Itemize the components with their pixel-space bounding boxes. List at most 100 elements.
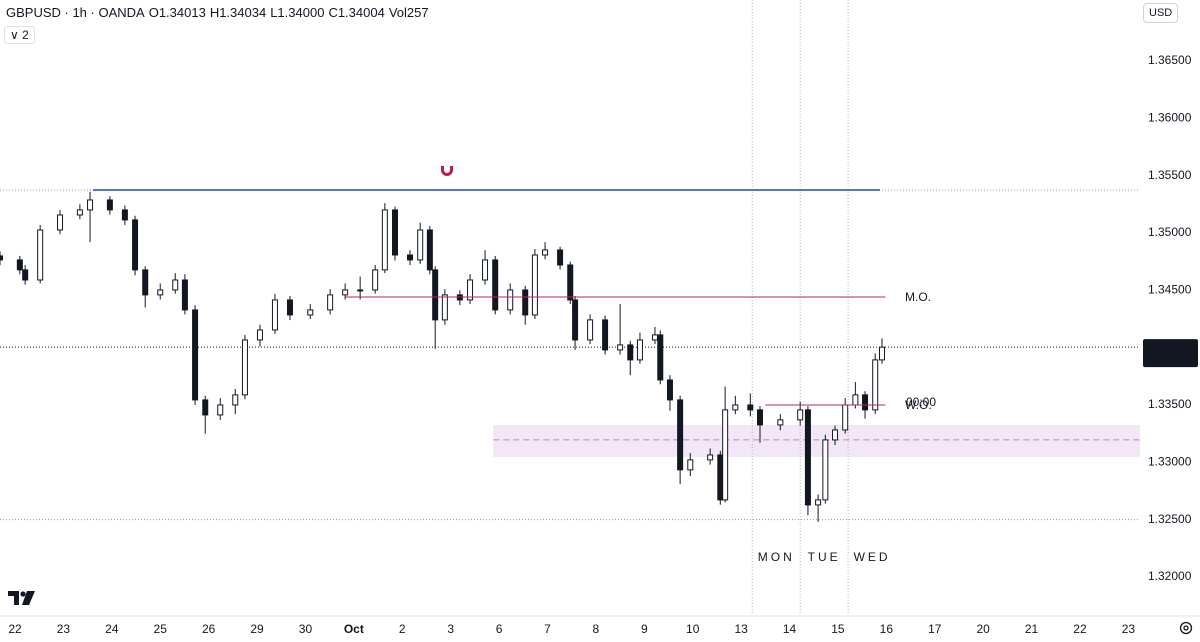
y-tick-label: 1.34500 (1148, 282, 1192, 296)
x-tick-label: 30 (299, 622, 313, 636)
x-tick-label: 9 (641, 622, 648, 636)
x-tick-label: 15 (831, 622, 845, 636)
candle-body (832, 429, 839, 441)
candle-body (286, 299, 293, 316)
candle-body (142, 269, 149, 296)
candle-body (181, 279, 188, 311)
candle-body (271, 299, 278, 331)
candle-body (872, 359, 879, 411)
candle-body (522, 289, 529, 316)
candle-body (717, 454, 724, 501)
candle-body (22, 269, 29, 281)
zone (493, 424, 1140, 457)
candle-body (157, 289, 164, 296)
x-tick-label: 8 (593, 622, 600, 636)
x-tick-label: 10 (686, 622, 700, 636)
candle-body (87, 199, 94, 211)
candle-body (16, 259, 23, 271)
session-label: MON (758, 550, 795, 564)
candle-body (407, 254, 414, 261)
symbol-header: GBPUSD · 1h · OANDA O1.34013 H1.34034 L1.34… (6, 5, 433, 20)
indicator-count: 2 (22, 28, 29, 42)
candle-body (441, 294, 448, 321)
ohlc-value: H1.34034 (209, 5, 267, 20)
candle-body (804, 409, 811, 506)
x-tick-label: 23 (57, 622, 71, 636)
price-badge (1143, 339, 1198, 368)
candle-body (392, 209, 399, 256)
y-tick-label: 1.32500 (1148, 512, 1192, 526)
x-tick-label: 3 (447, 622, 454, 636)
candle-body (587, 319, 594, 341)
level-time-label: 00:00 (906, 395, 936, 409)
price-badge-value: 1.34004 (1150, 339, 1194, 353)
y-tick-label: 1.36000 (1148, 110, 1192, 124)
candle-body (106, 199, 113, 211)
candle-body (0, 255, 3, 261)
x-tick-label: 29 (250, 622, 264, 636)
candle-body (636, 339, 643, 361)
candle-body (132, 219, 139, 271)
candle-body (602, 319, 609, 351)
candle-body (432, 269, 439, 321)
candle-body (878, 346, 885, 361)
candle-body (121, 209, 128, 221)
ohlc-value: O1.34013 (148, 5, 206, 20)
y-tick-label: 1.32000 (1148, 569, 1192, 583)
x-tick-label: 6 (496, 622, 503, 636)
candle-body (777, 419, 784, 426)
candle-body (627, 344, 634, 361)
candle-body (417, 229, 424, 261)
candle-body (572, 299, 579, 341)
candle-body (617, 344, 624, 351)
x-tick-label: 17 (928, 622, 942, 636)
candle-body (381, 209, 388, 271)
y-tick-label: 1.36500 (1148, 53, 1192, 67)
candle-body (747, 404, 754, 411)
x-tick-label: 26 (202, 622, 216, 636)
candle-body (307, 309, 314, 316)
candle-body (757, 409, 763, 426)
x-tick-label: 13 (734, 622, 748, 636)
session-label: TUE (808, 550, 841, 564)
settings-icon[interactable] (1179, 621, 1193, 635)
candle-body (732, 404, 739, 411)
candle-body (256, 329, 263, 341)
candle-body (677, 399, 684, 471)
candle-body (842, 404, 849, 431)
candle-body (327, 294, 334, 311)
x-tick-label: 24 (105, 622, 119, 636)
currency-button[interactable]: USD (1143, 3, 1179, 23)
level-label: M.O. (905, 290, 931, 304)
price-badge-countdown: 25:37 (1150, 351, 1180, 365)
x-tick-label: 7 (544, 622, 551, 636)
candle-body (492, 259, 499, 311)
candle-body (172, 279, 179, 291)
candle-body (707, 454, 714, 461)
candle-body (232, 394, 239, 406)
symbol[interactable]: GBPUSD · 1h · OANDA (6, 5, 145, 20)
candle-body (557, 249, 564, 266)
candle-body (357, 289, 364, 292)
candle-body (666, 379, 673, 401)
session-label: WED (854, 550, 891, 564)
candle-body (822, 439, 829, 501)
candle-body (217, 404, 224, 416)
y-tick-label: 1.33500 (1148, 397, 1192, 411)
candle-body (657, 334, 664, 381)
y-tick-label: 1.33000 (1148, 454, 1192, 468)
x-tick-label: 14 (783, 622, 797, 636)
ohlc-value: C1.34004 (328, 5, 385, 20)
indicator-toggle[interactable]: ∨ 2 (4, 26, 35, 44)
candle-body (722, 409, 729, 501)
candle-body (862, 394, 869, 411)
candle-body (797, 409, 804, 421)
candle-body (542, 249, 549, 256)
x-tick-label: 16 (880, 622, 894, 636)
x-tick-label: 25 (154, 622, 168, 636)
candle-body (57, 214, 64, 231)
tradingview-logo (8, 591, 35, 605)
x-tick-label: 23 (1122, 622, 1136, 636)
y-tick-label: 1.35000 (1148, 225, 1192, 239)
candle-body (342, 289, 349, 296)
